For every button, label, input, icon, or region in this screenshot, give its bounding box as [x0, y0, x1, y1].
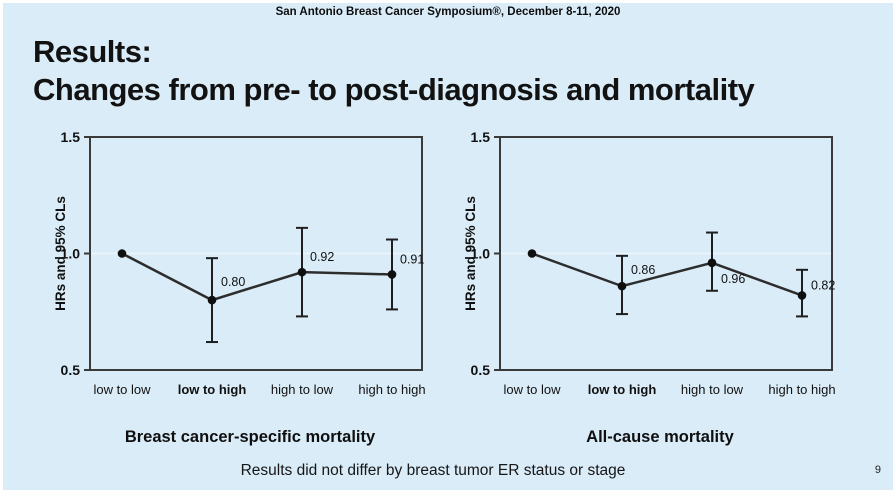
data-point	[707, 258, 717, 268]
data-point	[387, 270, 397, 279]
chart-canvas: 1.5 1.0 0.5 HRs and 95% CLs 0.80 0.92 0.91 low …	[53, 129, 426, 397]
category-label: low to high	[588, 382, 657, 397]
data-point	[797, 291, 807, 300]
chart-title-breast-cancer-specific: Breast cancer-specific mortality	[124, 428, 376, 446]
y-tick-label: 0.5	[471, 362, 491, 378]
y-tick-label: 1.5	[471, 129, 491, 145]
title-line-1: Results:	[33, 34, 152, 69]
value-label: 0.86	[631, 263, 655, 277]
conference-header: San Antonio Breast Cancer Symposium®, De…	[275, 6, 621, 18]
data-point	[527, 249, 537, 258]
category-label: low to high	[178, 382, 247, 397]
y-tick-label: 1.5	[61, 129, 81, 145]
category-label: high to high	[768, 382, 835, 397]
trend-line	[531, 252, 803, 297]
y-tick-label: 1.0	[61, 246, 81, 262]
data-point	[297, 267, 307, 277]
y-axis-title: HRs and 95% CLs	[53, 196, 68, 311]
data-point	[617, 281, 627, 291]
chart-canvas: 1.5 1.0 0.5 HRs and 95% CLs 0.86 0.96 0.82 low …	[463, 129, 836, 397]
value-label: 0.96	[721, 272, 745, 286]
data-point	[117, 249, 127, 258]
title-line-2: Changes from pre- to post-diagnosis and …	[33, 72, 755, 107]
y-axis-title: HRs and 95% CLs	[463, 196, 478, 311]
category-label: low to low	[503, 382, 561, 397]
y-tick-label: 0.5	[61, 362, 81, 378]
data-point	[207, 295, 217, 305]
category-label: high to low	[681, 382, 744, 397]
value-label: 0.82	[811, 278, 835, 292]
chart-all-cause-mortality: 1.5 1.0 0.5 HRs and 95% CLs 0.86 0.96 0.82 low …	[462, 128, 840, 411]
page-number: 9	[874, 464, 881, 476]
category-label: high to high	[358, 382, 425, 397]
y-tick-label: 1.0	[471, 246, 491, 262]
slide: San Antonio Breast Cancer Symposium®, De…	[3, 3, 893, 490]
value-label: 0.80	[221, 275, 245, 289]
chart-breast-cancer-specific-mortality: 1.5 1.0 0.5 HRs and 95% CLs 0.80 0.92 0.91 low …	[52, 128, 430, 411]
trend-line	[121, 252, 393, 302]
value-label: 0.92	[310, 250, 334, 264]
category-label: high to low	[271, 382, 334, 397]
footer-note: Results did not differ by breast tumor E…	[240, 462, 626, 479]
slide-title: Results: Changes from pre- to post-diagn…	[33, 33, 755, 109]
value-label: 0.91	[400, 252, 424, 266]
category-label: low to low	[93, 382, 151, 397]
chart-title-all-cause: All-cause mortality	[586, 428, 734, 446]
